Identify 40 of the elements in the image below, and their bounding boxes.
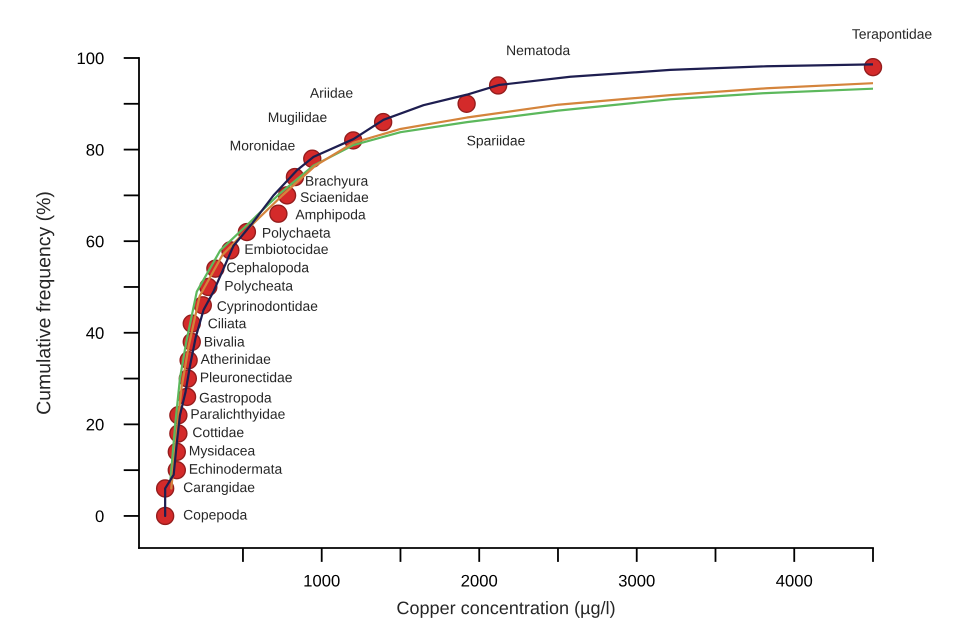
annotation: Moronidae	[230, 140, 295, 150]
annotation: Sciaenidae	[300, 192, 368, 202]
annotation: Cyprinodontidae	[217, 300, 318, 314]
y-axis-title: Cumulative frequency (%)	[36, 192, 54, 414]
annotation: Gastropoda	[200, 392, 272, 406]
annotation: Echinodermata	[190, 464, 282, 474]
annotation: Carangidae	[184, 482, 254, 495]
point	[864, 58, 882, 76]
annotation: Embiotocidae	[245, 244, 328, 254]
y-tick-label: 80	[86, 144, 104, 156]
x-axis-title: Copper concentration (µg/l)	[397, 601, 614, 618]
annotation: Pleuronectidae	[200, 372, 292, 382]
annotation: Mysidacea	[190, 445, 256, 458]
annotation: Ciliata	[208, 318, 246, 328]
annotation: Cottidae	[193, 427, 244, 438]
annotation: Copepoda	[184, 509, 248, 522]
y-tick-label: 0	[96, 510, 104, 522]
annotation: Mugilidae	[268, 112, 327, 125]
x-tick-label: 1000	[304, 574, 340, 587]
y-tick-label: 20	[86, 418, 104, 431]
annotation: Bivalia	[204, 336, 245, 347]
annotation: Ariidae	[310, 88, 353, 98]
x-tick-label: 3000	[618, 574, 655, 587]
y-tick-label: 60	[86, 236, 104, 248]
annotation: Amphipoda	[295, 209, 366, 222]
annotation: Polychaeta	[263, 228, 331, 240]
x-tick-label: 4000	[776, 574, 812, 587]
point	[457, 94, 476, 113]
annotation: Paralichthyidae	[192, 408, 285, 422]
annotation: Nematoda	[507, 45, 570, 56]
annotation: Atherinidae	[200, 354, 270, 364]
point	[269, 204, 288, 223]
y-tick-label: 40	[86, 327, 104, 339]
annotation: Brachyura	[306, 176, 368, 189]
annotation: Cephalopoda	[227, 262, 310, 276]
annotation: Spariidae	[467, 135, 525, 148]
y-tick-label: 100	[78, 52, 104, 64]
annotation: Polycheata	[225, 280, 294, 294]
annotation: Terapontidae	[852, 28, 932, 42]
x-tick-label: 2000	[462, 574, 498, 587]
